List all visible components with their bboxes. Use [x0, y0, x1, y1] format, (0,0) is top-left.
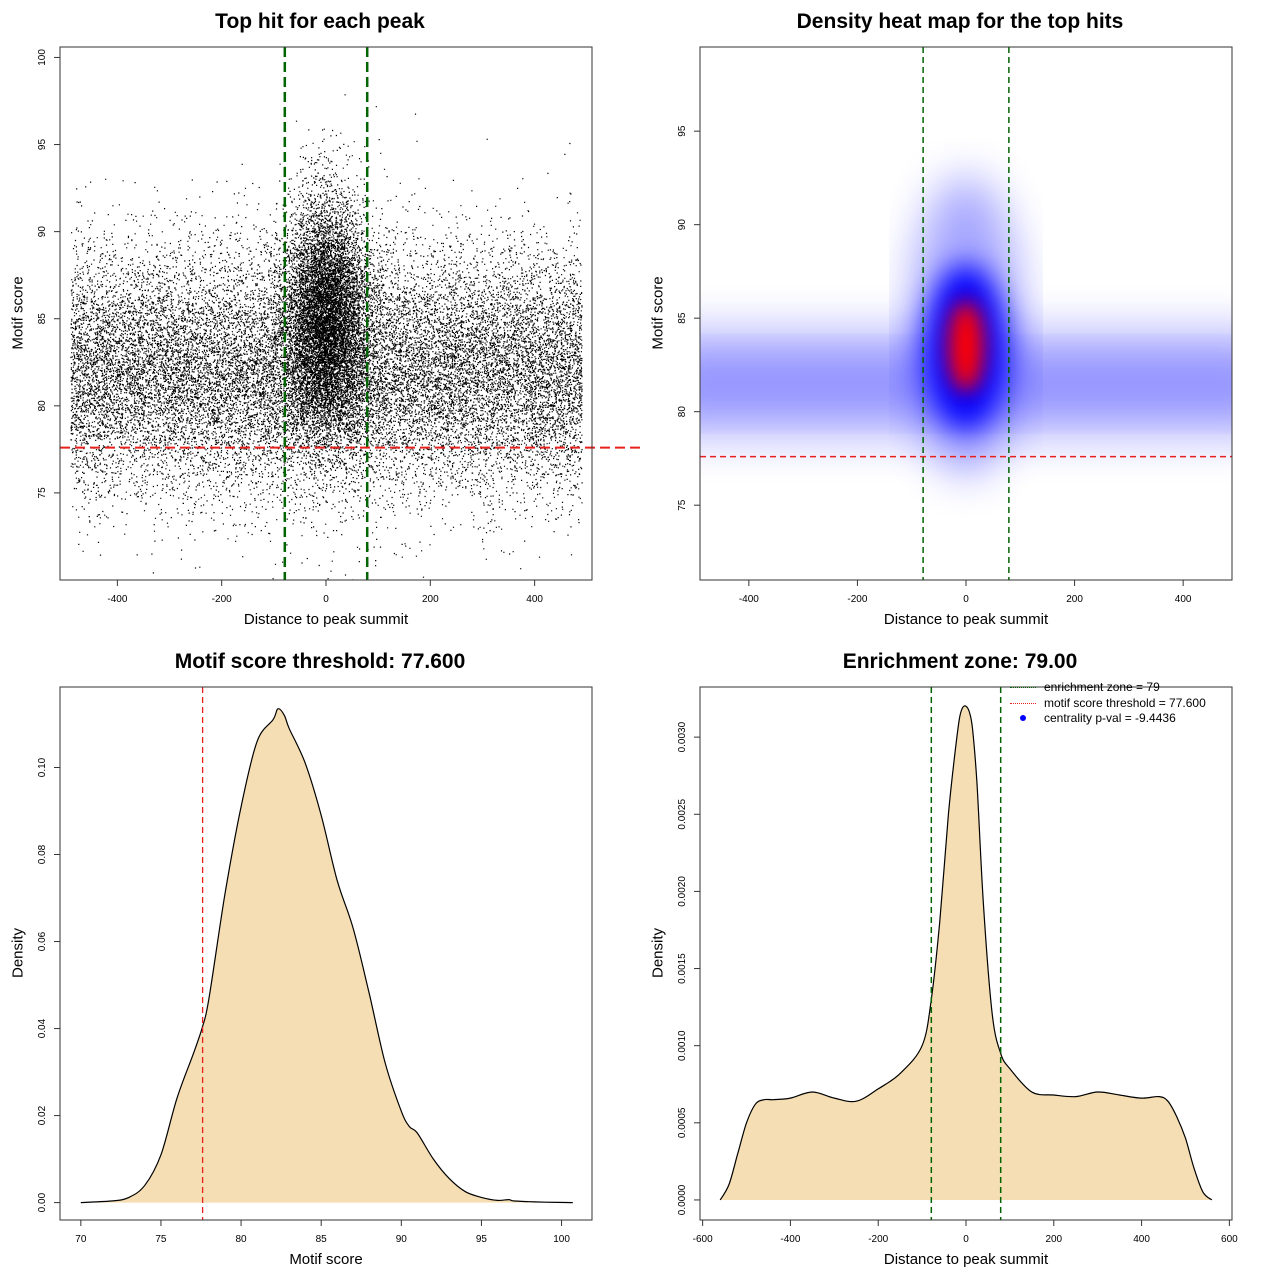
x-tick-label: 0 — [963, 594, 969, 605]
x-tick-label: -400 — [739, 594, 759, 605]
plot-frame — [59, 686, 593, 1221]
heatmap-title: Density heat map for the top hits — [796, 10, 1124, 33]
scatter-title: Top hit for each peak — [215, 10, 425, 33]
legend-label: motif score threshold = 77.600 — [1044, 695, 1206, 710]
scatter-point-cloud — [70, 94, 583, 580]
x-tick-label: 75 — [155, 1234, 167, 1245]
y-tick-label: 0.0030 — [677, 721, 688, 752]
x-tick-label: 80 — [236, 1234, 248, 1245]
legend-label: enrichment zone = 79 — [1044, 680, 1160, 694]
y-tick-label: 85 — [677, 312, 688, 324]
distance-density-xlabel: Distance to peak summit — [883, 1251, 1049, 1268]
distance-density-ylabel: Density — [649, 927, 667, 979]
y-tick-label: 0.06 — [37, 931, 48, 951]
scatter-plot: -400 -200 0 200 400 75 80 85 90 95 100 — [37, 46, 640, 605]
y-tick-label: 75 — [37, 487, 48, 499]
density-curve — [80, 708, 573, 1204]
x-tick-label: 600 — [1221, 1234, 1238, 1245]
y-tick-label: 0.0020 — [677, 876, 688, 907]
heatmap-density — [700, 176, 1232, 477]
x-tick-label: 0 — [963, 1234, 969, 1245]
x-tick-label: 85 — [316, 1234, 328, 1245]
y-tick-label: 0.0015 — [677, 953, 688, 984]
y-tick-label: 0.10 — [37, 757, 48, 777]
x-tick-label: -600 — [693, 1234, 713, 1245]
y-tick-label: 0.00 — [37, 1192, 48, 1212]
y-tick-label: 90 — [677, 219, 688, 231]
y-tick-label: 80 — [37, 400, 48, 412]
x-tick-label: -400 — [780, 1234, 800, 1245]
scatter-points — [70, 94, 583, 580]
y-tick-label: 0.08 — [37, 844, 48, 864]
legend-red-dotted-line-icon — [1010, 696, 1036, 711]
x-tick-label: 200 — [1045, 1234, 1062, 1245]
x-tick-label: 95 — [476, 1234, 488, 1245]
y-tick-label: 90 — [37, 226, 48, 238]
y-tick-label: 0.0000 — [677, 1184, 688, 1215]
scatter-panel: Top hit for each peak -400 -200 0 200 400 75 8… — [0, 0, 640, 640]
score-density-xlabel: Motif score — [289, 1251, 363, 1268]
score-density-plot: 70 75 80 85 90 95 100 0.00 0.02 0.04 0.06 0.08 0.10 — [37, 686, 593, 1245]
legend-blue-dot-icon — [1010, 711, 1036, 726]
scatter-xlabel: Distance to peak summit — [243, 611, 409, 628]
x-tick-label: -200 — [212, 594, 232, 605]
y-tick-label: 0.04 — [37, 1018, 48, 1038]
heatmap-plot: -400 -200 0 200 400 75 80 85 90 95 — [677, 46, 1233, 605]
density-curve — [719, 705, 1213, 1201]
density-area — [720, 705, 1212, 1200]
x-tick-label: -200 — [847, 594, 867, 605]
legend-green-dotted-line-icon — [1010, 680, 1036, 695]
heatmap-ylabel: Motif score — [649, 276, 667, 350]
x-tick-label: 200 — [422, 594, 439, 605]
x-tick-label: -400 — [107, 594, 127, 605]
score-density-title: Motif score threshold: 77.600 — [174, 650, 466, 673]
y-tick-label: 95 — [37, 139, 48, 151]
y-tick-label: 75 — [677, 499, 688, 511]
heatmap-xlabel: Distance to peak summit — [883, 611, 1049, 628]
x-tick-label: 200 — [1066, 594, 1083, 605]
scatter-ylabel: Motif score — [9, 276, 27, 350]
y-tick-label: 0.0010 — [677, 1030, 688, 1061]
distance-density-plot: -600 -400 -200 0 200 400 600 0.0000 0.0005 0.0010… — [677, 686, 1238, 1245]
legend-item-centrality: centrality p-val = -9.4436 — [1010, 711, 1206, 727]
x-tick-label: -200 — [868, 1234, 888, 1245]
x-tick-label: 400 — [526, 594, 543, 605]
score-density-panel: Motif score threshold: 77.600 70 75 80 85 90… — [0, 640, 640, 1280]
heatmap-panel: Density heat map for the top hits -400 -2… — [640, 0, 1280, 640]
x-tick-label: 400 — [1133, 1234, 1150, 1245]
legend-label: centrality p-val = -9.4436 — [1044, 711, 1176, 725]
x-tick-label: 0 — [323, 594, 329, 605]
x-tick-label: 400 — [1175, 594, 1192, 605]
y-tick-label: 0.0025 — [677, 799, 688, 830]
y-tick-label: 0.0005 — [677, 1107, 688, 1138]
legend-item-enrichment-zone: enrichment zone = 79 — [1010, 680, 1206, 696]
x-tick-label: 70 — [75, 1234, 87, 1245]
y-tick-label: 0.02 — [37, 1105, 48, 1125]
x-tick-label: 90 — [396, 1234, 408, 1245]
legend-item-threshold: motif score threshold = 77.600 — [1010, 696, 1206, 712]
y-tick-label: 95 — [677, 125, 688, 137]
heatmap-red-core — [948, 300, 984, 393]
x-tick-label: 100 — [553, 1234, 570, 1245]
score-density-ylabel: Density — [9, 927, 27, 979]
y-tick-label: 100 — [37, 49, 48, 66]
distance-density-panel: Enrichment zone: 79.00 -600 -400 -200 0 200 4… — [640, 640, 1280, 1280]
distance-density-title: Enrichment zone: 79.00 — [842, 650, 1078, 673]
y-tick-label: 80 — [677, 406, 688, 418]
legend: enrichment zone = 79 motif score thresho… — [1010, 680, 1206, 727]
density-area — [80, 708, 573, 1203]
y-tick-label: 85 — [37, 313, 48, 325]
